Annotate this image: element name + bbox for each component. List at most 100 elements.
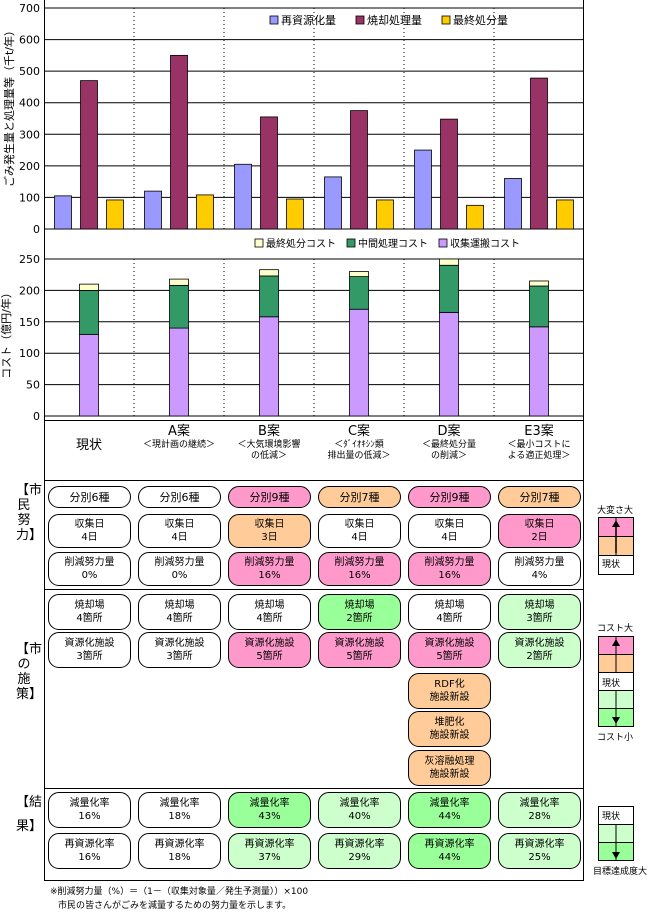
indicator-effort-bottom-label: 現状 — [602, 560, 621, 570]
table-line-right — [583, 0, 584, 881]
box-text: 焼却場 — [254, 600, 285, 611]
box-text: 資源化施設 — [154, 638, 205, 649]
box-text: 0% — [171, 570, 188, 581]
policy-box-2-0: 焼却場 4箇所 — [228, 594, 311, 630]
result-box-5-0: 減量化率 28% — [498, 792, 581, 828]
stack-2-0 — [259, 269, 279, 277]
box-text: 3箇所 — [76, 651, 103, 662]
policy-box-5-0: 焼却場 3箇所 — [498, 594, 581, 630]
box-text: 施設新設 — [429, 692, 470, 703]
box-text: 分別9種 — [249, 490, 290, 504]
indicator-result — [598, 806, 634, 861]
box-text: 焼却場 — [164, 600, 195, 611]
box-text: 4日 — [351, 532, 368, 543]
y-tick-label: 100 — [19, 191, 40, 204]
box-text: 再資源化率 — [154, 839, 205, 850]
effort-box-0-0: 分別6種 — [48, 486, 131, 508]
box-text: 5箇所 — [346, 651, 373, 662]
bar-2-0 — [234, 163, 252, 230]
column-subtitle-1: ＜最小コストに — [507, 440, 571, 450]
box-text: 2日 — [531, 532, 548, 543]
policy-box-1-0: 焼却場 4箇所 — [138, 594, 221, 630]
box-text: 資源化施設 — [334, 638, 385, 649]
column-title: E3案 — [524, 424, 554, 439]
table-line-2 — [44, 589, 584, 590]
arrow-up-icon — [612, 520, 620, 527]
chart2-svg: 0 50 100 150 200 250 最終処分コスト 中間処理コスト 収集運搬コスト — [19, 237, 584, 423]
box-text: 減量化率 — [429, 798, 470, 809]
box-text: 3箇所 — [166, 651, 193, 662]
box-text: 再資源化率 — [514, 839, 565, 850]
result-box-2-1: 再資源化率 37% — [228, 833, 311, 869]
y-tick-label: 0 — [33, 223, 40, 236]
column-header-3: C案 ＜ﾀﾞｲｵｷｼﾝ類 排出量の低減＞ — [314, 424, 404, 462]
box-text: 44% — [438, 811, 461, 822]
bar-0-1 — [80, 80, 98, 230]
column-subtitle-1: ＜最終処分量 — [421, 440, 476, 450]
stack-1-1 — [169, 284, 189, 329]
box-text: 2箇所 — [526, 651, 553, 662]
bar-4-2 — [466, 204, 484, 230]
stack-3-0 — [349, 271, 369, 277]
section-effort-label: 【市民努力】 — [16, 483, 43, 543]
stack-1-2 — [169, 327, 189, 417]
box-text: 減量化率 — [69, 798, 110, 809]
column-header-4: D案 ＜最終処分量 の削減＞ — [404, 424, 494, 462]
legend-label-2: 収集運搬コスト — [450, 237, 520, 250]
box-text: 16% — [438, 570, 461, 581]
column-title: 現状 — [75, 438, 102, 453]
legend-swatch-2 — [438, 238, 448, 248]
result-box-4-0: 減量化率 44% — [408, 792, 491, 828]
indicator-result-top-label: 現状 — [602, 812, 621, 822]
effort-box-4-1: 収集日 4日 — [408, 514, 491, 548]
stack-1-0 — [169, 278, 189, 286]
stack-2-1 — [259, 275, 279, 318]
bar-5-2 — [556, 199, 574, 230]
indicator-result-bottom-label: 目標達成度大 — [593, 867, 648, 877]
y-tick-label: 200 — [19, 160, 40, 173]
box-text: 43% — [258, 811, 281, 822]
stack-5-0 — [529, 280, 549, 287]
box-text: 3日 — [261, 532, 278, 543]
y-tick-label: 700 — [19, 2, 40, 15]
legend-label-1: 中間処理コスト — [358, 237, 428, 250]
indicator-effort — [598, 517, 634, 575]
box-text: 収集日 — [164, 519, 195, 530]
policy-box-4-3: 堆肥化 施設新設 — [408, 711, 491, 747]
column-subtitle-1: ＜ﾀﾞｲｵｷｼﾝ類 — [334, 440, 384, 450]
result-box-5-1: 再資源化率 25% — [498, 833, 581, 869]
box-text: 灰溶融処理 — [424, 756, 475, 767]
bar-1-1 — [170, 54, 188, 230]
indicator-effort-top-label: 大変さ大 — [597, 506, 634, 516]
legend-swatch-1 — [355, 15, 365, 25]
box-text: 44% — [438, 852, 461, 863]
box-text: 16% — [78, 852, 101, 863]
legend-swatch-2 — [441, 15, 451, 25]
y-tick-label: 200 — [19, 284, 40, 297]
box-text: 収集日 — [74, 519, 105, 530]
box-text: 16% — [348, 570, 371, 581]
box-text: 収集日 — [254, 519, 285, 530]
column-subtitle-2: よる適正処理＞ — [507, 451, 571, 461]
bar-5-1 — [530, 77, 548, 230]
box-text: 分別9種 — [429, 490, 470, 504]
result-box-3-1: 再資源化率 29% — [318, 833, 401, 869]
box-text: 2箇所 — [346, 613, 373, 624]
bar-3-0 — [324, 176, 342, 230]
box-text: 18% — [168, 852, 191, 863]
bar-3-2 — [376, 199, 394, 230]
box-text: 再資源化率 — [244, 839, 295, 850]
box-text: 焼却場 — [344, 600, 375, 611]
column-header-5: E3案 ＜最小コストに よる適正処理＞ — [494, 424, 584, 462]
section-result-label: 【結果】 — [16, 795, 43, 834]
bar-2-2 — [286, 198, 304, 230]
box-text: 焼却場 — [434, 600, 465, 611]
legend-label-0: 再資源化量 — [281, 13, 336, 27]
footnote-line2: 市民の皆さんがごみを減量するための努力量を示します。 — [58, 901, 292, 911]
box-text: 分別6種 — [159, 490, 200, 504]
effort-box-3-1: 収集日 4日 — [318, 514, 401, 548]
column-subtitle-2: の低減＞ — [250, 451, 287, 461]
policy-box-2-1: 資源化施設 5箇所 — [228, 632, 311, 668]
policy-box-4-0: 焼却場 4箇所 — [408, 594, 491, 630]
box-text: 減量化率 — [519, 798, 560, 809]
